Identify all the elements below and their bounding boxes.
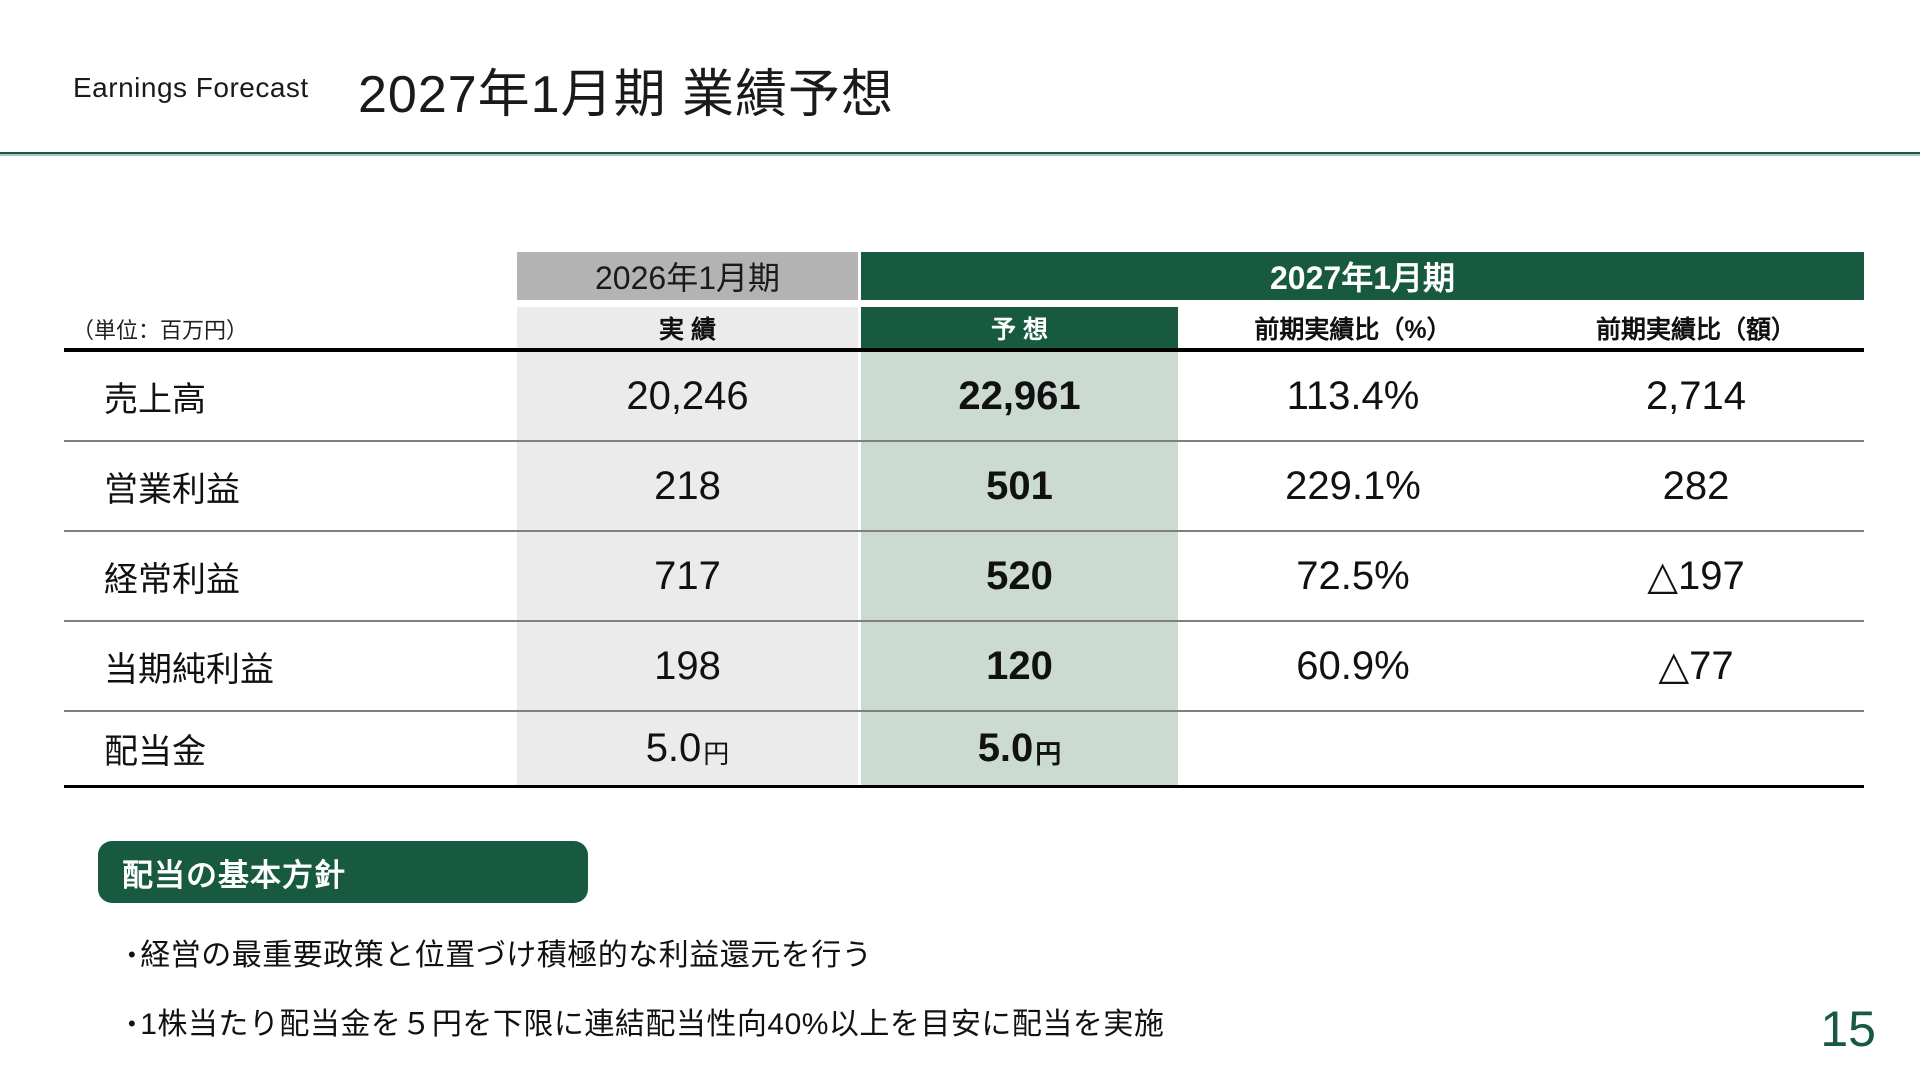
row-label: 当期純利益: [104, 650, 274, 689]
header-prev-period: 2026年1月期: [517, 252, 858, 300]
column-gap: [858, 252, 861, 300]
bullet-text: 経営の最重要政策と位置づけ積極的な利益還元を行う: [140, 939, 873, 972]
earnings-table: 2026年1月期 2027年1月期 （単位：百万円） 実 績 予 想 前期実績比…: [64, 252, 1864, 788]
header-forecast: 予 想: [861, 307, 1178, 348]
column-gap: [858, 712, 861, 785]
header-actual: 実 績: [517, 307, 858, 348]
dividend-policy-bullets: • 経営の最重要政策と位置づけ積極的な利益還元を行う • 1株当たり配当金を５円…: [128, 930, 1164, 1068]
forecast-value: 520: [861, 532, 1178, 620]
page-title: 2027年1月期 業績予想: [358, 66, 895, 124]
table-row-net-income: 当期純利益 198 120 60.9% △77: [64, 622, 1864, 712]
actual-value: 20,246: [517, 352, 858, 440]
column-gap: [858, 352, 861, 440]
yoy-pct-value: [1178, 712, 1528, 785]
header-rule: [64, 348, 1864, 352]
yen-unit: 円: [703, 739, 730, 769]
list-item: • 経営の最重要政策と位置づけ積極的な利益還元を行う: [128, 930, 1164, 974]
yen-unit: 円: [1035, 739, 1062, 769]
yoy-pct-value: 113.4%: [1286, 373, 1420, 418]
page-number: 15: [1820, 1001, 1876, 1057]
header-row-gap: [64, 300, 1864, 307]
column-gap: [858, 307, 861, 348]
yoy-pct-value: 72.5%: [1296, 553, 1410, 598]
dividend-actual-number: 5.0: [645, 726, 702, 770]
yoy-amt-value: △197: [1647, 554, 1745, 598]
forecast-value: 501: [861, 442, 1178, 530]
header-spacer: [64, 252, 517, 300]
eyebrow-label: Earnings Forecast: [73, 72, 309, 103]
yoy-amt-value: [1528, 712, 1864, 785]
table-header-periods: 2026年1月期 2027年1月期: [64, 252, 1864, 300]
yoy-amt-value: △77: [1658, 644, 1734, 688]
column-gap: [858, 532, 861, 620]
dividend-forecast-number: 5.0: [977, 726, 1034, 770]
yoy-pct-value: 60.9%: [1296, 643, 1410, 688]
row-label: 配当金: [104, 733, 206, 771]
yoy-amt-value: 282: [1662, 463, 1730, 508]
forecast-value: 22,961: [861, 352, 1178, 440]
forecast-value: 5.0 円: [861, 712, 1178, 785]
actual-value: 198: [517, 622, 858, 710]
column-gap: [858, 622, 861, 710]
table-header-columns: （単位：百万円） 実 績 予 想 前期実績比（%） 前期実績比（額）: [64, 307, 1864, 348]
row-label: 経常利益: [104, 560, 240, 599]
yoy-amt-value: 2,714: [1645, 373, 1747, 418]
header-yoy-pct: 前期実績比（%）: [1254, 315, 1452, 344]
column-gap: [858, 442, 861, 530]
table-row-net-sales: 売上高 20,246 22,961 113.4% 2,714: [64, 352, 1864, 442]
dividend-policy-heading-label: 配当の基本方針: [122, 857, 346, 893]
bullet-icon: •: [128, 942, 137, 967]
header-divider: [0, 152, 1920, 156]
row-label: 営業利益: [104, 470, 240, 509]
forecast-value: 120: [861, 622, 1178, 710]
bullet-icon: •: [128, 1011, 137, 1036]
list-item: • 1株当たり配当金を５円を下限に連結配当性向40%以上を目安に配当を実施: [128, 999, 1164, 1043]
table-row-ordinary-income: 経常利益 717 520 72.5% △197: [64, 532, 1864, 622]
table-row-dividend: 配当金 5.0 円 5.0 円: [64, 712, 1864, 788]
header-yoy-amt: 前期実績比（額）: [1595, 315, 1796, 344]
actual-value: 5.0 円: [517, 712, 858, 785]
dividend-policy-heading: 配当の基本方針: [98, 841, 588, 903]
unit-note: （単位：百万円）: [72, 318, 249, 343]
bullet-text: 1株当たり配当金を５円を下限に連結配当性向40%以上を目安に配当を実施: [140, 1008, 1165, 1041]
actual-value: 218: [517, 442, 858, 530]
header-current-period: 2027年1月期: [861, 252, 1864, 300]
row-label: 売上高: [104, 380, 206, 419]
yoy-pct-value: 229.1%: [1285, 463, 1421, 508]
actual-value: 717: [517, 532, 858, 620]
table-row-operating-income: 営業利益 218 501 229.1% 282: [64, 442, 1864, 532]
